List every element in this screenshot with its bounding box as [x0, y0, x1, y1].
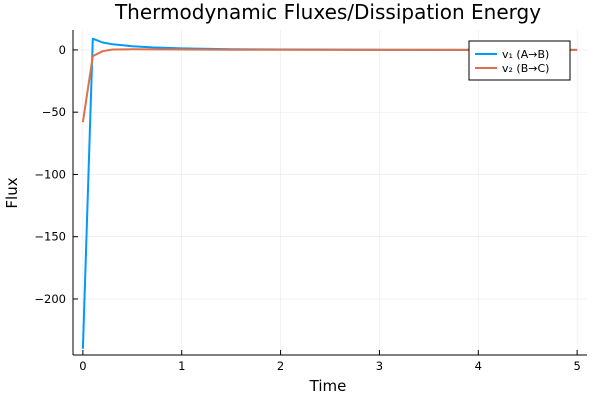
x-tick-label: 2	[277, 359, 284, 373]
y-tick-label: −50	[42, 105, 66, 119]
y-tick-label: −200	[34, 292, 66, 306]
series-lines	[81, 37, 578, 349]
grid-lines	[73, 30, 587, 355]
y-tick-label: −100	[34, 167, 66, 181]
series-line-2	[81, 48, 578, 123]
x-tick-label: 1	[178, 359, 185, 373]
chart-title: Thermodynamic Fluxes/Dissipation Energy	[114, 0, 541, 24]
x-tick-label: 0	[79, 359, 86, 373]
x-axis-label: Time	[309, 377, 347, 395]
x-tick-label: 4	[475, 359, 482, 373]
x-tick-label: 3	[376, 359, 383, 373]
legend: v₁ (A→B)v₂ (B→C)	[468, 40, 571, 81]
y-tick-label: 0	[59, 43, 66, 57]
legend-label-2: v₂ (B→C)	[502, 62, 549, 75]
y-tick-label: −150	[34, 230, 66, 244]
legend-box	[468, 40, 571, 81]
x-tick-label: 5	[573, 359, 580, 373]
legend-label-1: v₁ (A→B)	[502, 48, 549, 61]
y-axis-label: Flux	[3, 177, 21, 208]
y-ticks: 0 −50 −100 −150 −200	[34, 43, 78, 306]
x-ticks: 0 1 2 3 4 5	[79, 350, 581, 373]
